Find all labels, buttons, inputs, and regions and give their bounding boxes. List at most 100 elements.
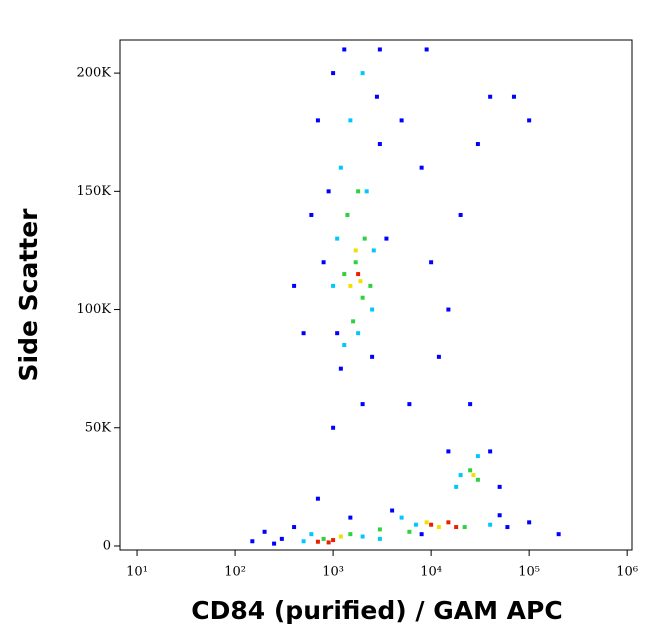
point — [368, 283, 373, 288]
point — [407, 529, 412, 534]
point — [326, 189, 331, 194]
x-axis-title: CD84 (purified) / GAM APC — [191, 596, 562, 625]
point — [345, 212, 350, 217]
point — [338, 366, 343, 371]
point — [399, 118, 404, 123]
point — [356, 272, 361, 277]
point — [436, 525, 441, 530]
point — [429, 522, 434, 527]
point — [360, 295, 365, 300]
point — [371, 248, 376, 253]
point — [374, 94, 379, 99]
point — [360, 534, 365, 539]
point — [468, 468, 473, 473]
point — [279, 536, 284, 541]
point — [326, 540, 331, 545]
point — [315, 118, 320, 123]
point — [360, 71, 365, 76]
point — [353, 248, 358, 253]
point — [342, 343, 347, 348]
point — [292, 525, 297, 530]
x-tick-label: 10⁴ — [420, 565, 442, 580]
point — [419, 532, 424, 537]
x-tick-label: 10⁵ — [518, 565, 540, 580]
x-tick-label: 10² — [224, 565, 246, 580]
point — [272, 541, 277, 546]
point — [321, 260, 326, 265]
point — [370, 354, 375, 359]
point — [377, 527, 382, 532]
point — [356, 331, 361, 336]
point — [497, 484, 502, 489]
point — [488, 94, 493, 99]
point — [471, 473, 476, 478]
point — [348, 515, 353, 520]
point — [250, 539, 255, 544]
point — [454, 484, 459, 489]
point — [348, 118, 353, 123]
point — [360, 402, 365, 407]
point — [321, 536, 326, 541]
point — [364, 189, 369, 194]
point — [527, 520, 532, 525]
point — [377, 142, 382, 147]
point — [399, 515, 404, 520]
point — [315, 539, 320, 544]
plot-frame — [119, 39, 633, 551]
x-tick-label: 10¹ — [126, 565, 148, 580]
point — [488, 449, 493, 454]
point — [356, 189, 361, 194]
point — [338, 165, 343, 170]
point — [446, 307, 451, 312]
point — [351, 319, 356, 324]
point — [424, 47, 429, 52]
point — [458, 473, 463, 478]
y-tick-label: 0 — [103, 538, 111, 553]
point — [556, 532, 561, 537]
point — [407, 402, 412, 407]
y-axis-title: Side Scatter — [14, 208, 43, 382]
point — [475, 454, 480, 459]
point — [315, 496, 320, 501]
point — [331, 71, 336, 76]
point — [511, 94, 516, 99]
x-tick-label: 10⁶ — [616, 565, 638, 580]
point — [527, 118, 532, 123]
point — [262, 529, 267, 534]
point — [342, 272, 347, 277]
point — [419, 165, 424, 170]
point — [497, 513, 502, 518]
y-tick-label: 100K — [76, 302, 111, 317]
point — [335, 236, 340, 241]
point — [348, 283, 353, 288]
point — [475, 477, 480, 482]
y-tick-label: 150K — [76, 184, 111, 199]
point — [292, 283, 297, 288]
point — [413, 522, 418, 527]
point — [475, 142, 480, 147]
point — [358, 279, 363, 284]
point — [429, 260, 434, 265]
point — [384, 236, 389, 241]
point — [353, 260, 358, 265]
point — [377, 47, 382, 52]
x-tick-label: 10³ — [322, 565, 344, 580]
point — [436, 354, 441, 359]
point — [377, 536, 382, 541]
point — [390, 508, 395, 513]
point — [331, 425, 336, 430]
y-tick-label: 50K — [85, 420, 112, 435]
point — [446, 449, 451, 454]
point — [454, 525, 459, 530]
point — [462, 525, 467, 530]
point — [348, 532, 353, 537]
point — [338, 534, 343, 539]
point — [342, 47, 347, 52]
point — [424, 520, 429, 525]
y-tick-label: 200K — [76, 66, 111, 81]
point — [446, 520, 451, 525]
point — [301, 539, 306, 544]
point — [309, 532, 314, 537]
point — [331, 538, 336, 543]
